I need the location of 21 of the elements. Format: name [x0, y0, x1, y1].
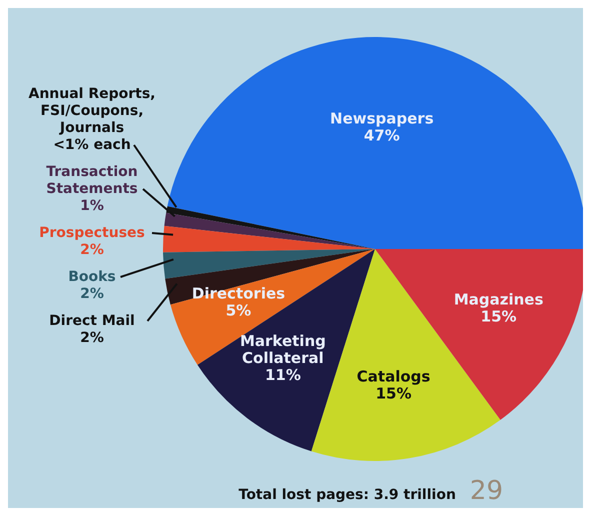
- data-label: 11%: [264, 366, 301, 384]
- slice-label: Catalogs: [356, 368, 430, 386]
- slice-label: Direct Mail: [49, 312, 135, 329]
- data-label: 15%: [376, 384, 412, 403]
- data-label: 2%: [80, 242, 104, 258]
- data-label: 2%: [80, 330, 104, 346]
- slice-label: Annual Reports, FSI/Coupons, Journals: [28, 86, 156, 136]
- slice-label: Prospectuses: [39, 224, 145, 241]
- slice-label: Books: [68, 268, 116, 285]
- slice-label: Magazines: [454, 290, 544, 309]
- data-label: 1%: [80, 198, 104, 214]
- data-label: <1% each: [53, 136, 131, 153]
- text: 29: [470, 476, 503, 506]
- text: Total lost pages: 3.9 trillion: [238, 487, 456, 503]
- slice-label: Newspapers: [330, 110, 434, 128]
- data-label: 5%: [226, 302, 252, 320]
- data-label: 47%: [364, 126, 400, 145]
- slice-label: Marketing Collateral: [240, 332, 326, 367]
- data-label: 15%: [480, 308, 517, 326]
- slice-label: Transaction Statements: [46, 164, 138, 197]
- data-label: 2%: [80, 286, 104, 302]
